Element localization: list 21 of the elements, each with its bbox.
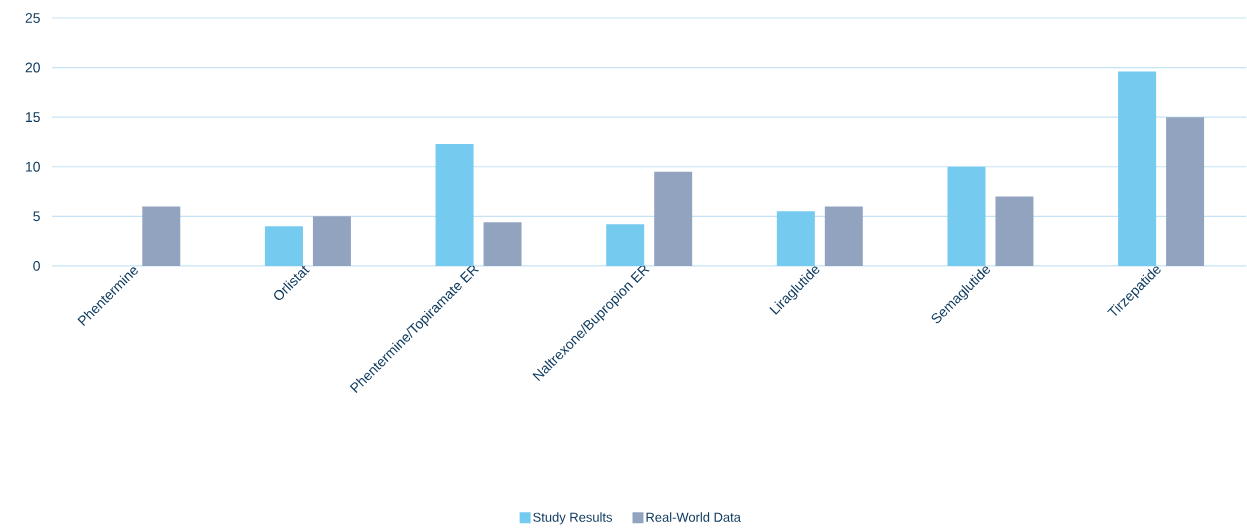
bar	[312, 216, 351, 266]
bar	[776, 211, 815, 266]
y-tick-label: 20	[25, 62, 40, 73]
bar	[947, 166, 986, 266]
bar	[483, 222, 522, 266]
bar	[824, 206, 863, 266]
legend-label: Real-World Data	[646, 512, 741, 522]
y-tick-label: 5	[33, 211, 40, 222]
bar	[142, 206, 181, 266]
bar	[995, 196, 1034, 266]
bar	[264, 226, 303, 266]
y-tick-label: 15	[26, 112, 40, 123]
bar	[606, 224, 645, 266]
y-tick-label: 0	[33, 261, 40, 271]
y-tick-label: 25	[25, 13, 40, 24]
y-tick-label: 10	[26, 161, 40, 172]
bar	[1166, 117, 1205, 266]
bar	[654, 171, 693, 266]
bar	[435, 144, 474, 266]
bar	[1118, 71, 1157, 266]
legend-label: Study Results	[533, 512, 613, 525]
